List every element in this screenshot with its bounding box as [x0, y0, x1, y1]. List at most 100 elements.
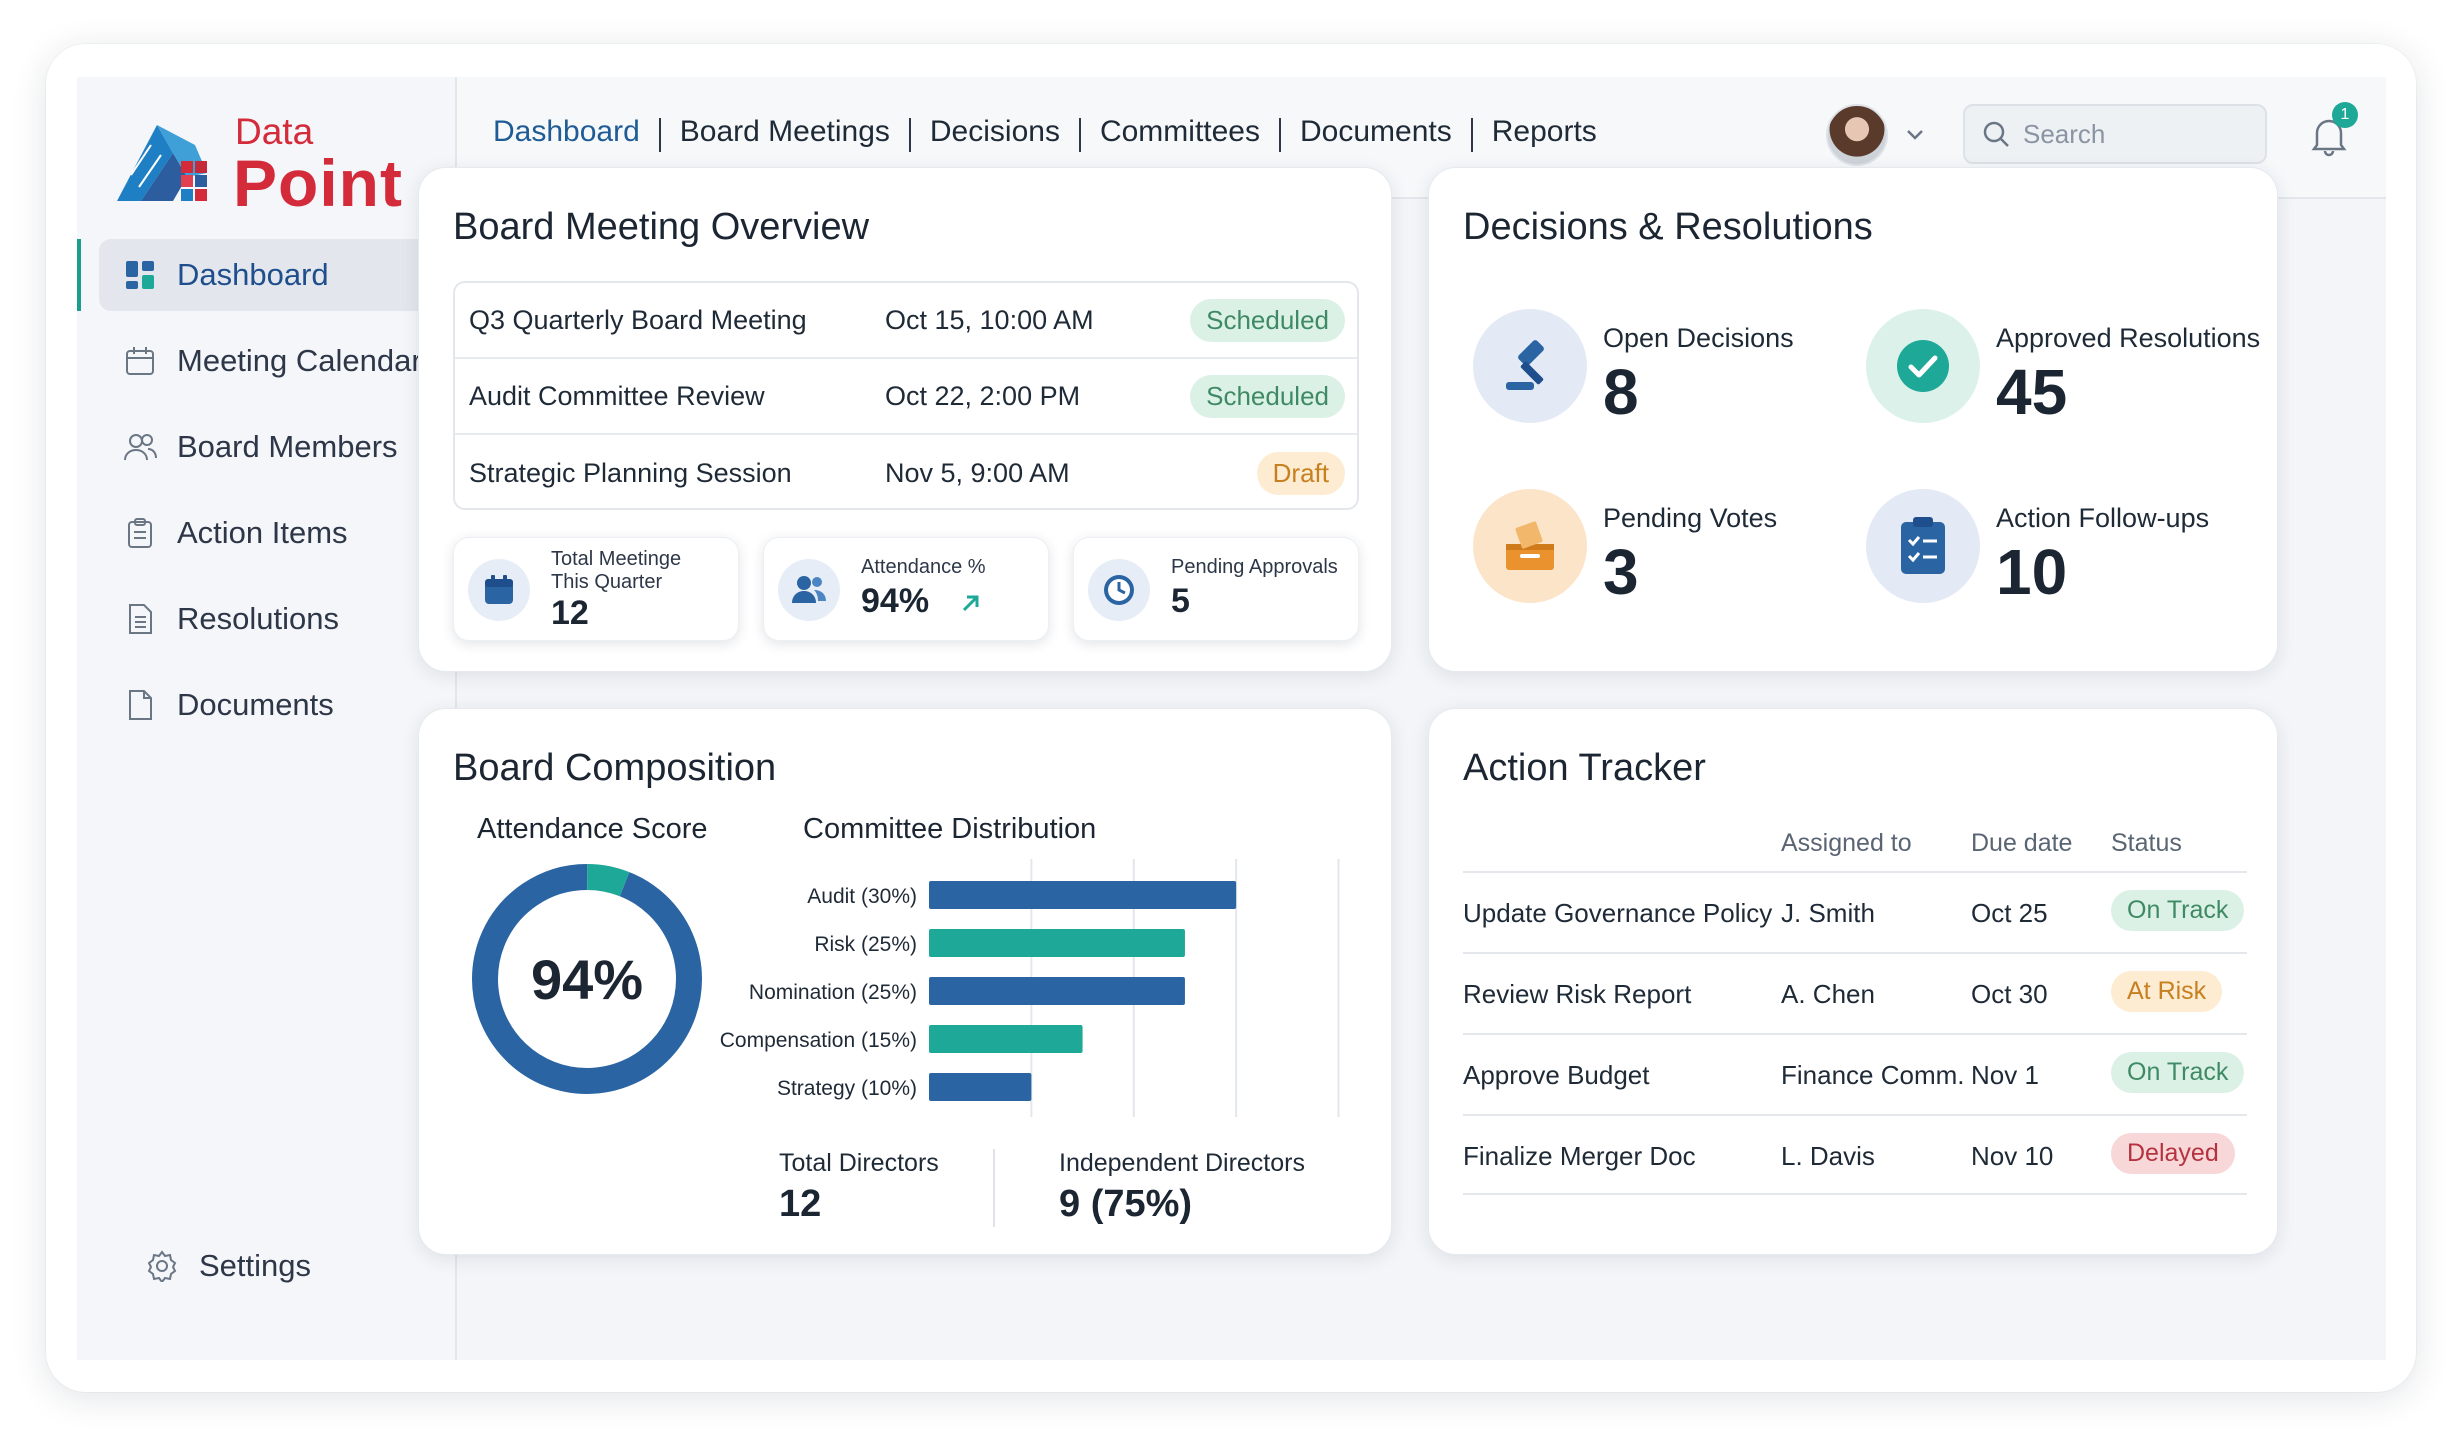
sidebar-item-label: Documents	[177, 687, 334, 722]
stat-value: 9 (75%)	[1059, 1183, 1193, 1225]
task-name: Finalize Merger Doc	[1463, 1141, 1696, 1171]
sidebar-item-label: Action Items	[177, 515, 348, 550]
sidebar-item-label: Meeting Calendar	[177, 343, 422, 378]
kpi-label: Attendance %	[861, 556, 986, 578]
attendance-donut-value: 94%	[530, 948, 644, 1011]
calendar-icon	[468, 559, 530, 621]
kpi-value: 5	[1171, 582, 1190, 620]
search-icon	[1983, 121, 2009, 147]
sidebar-nav: Dashboard Meeting Calendar Board Members…	[77, 239, 455, 755]
assigned-to: Finance Comm.	[1781, 1060, 1965, 1090]
chevron-down-icon[interactable]	[1902, 121, 1928, 147]
board-composition-card: Board Composition Attendance Score Commi…	[418, 708, 1392, 1255]
assigned-to: A. Chen	[1781, 979, 1875, 1009]
sidebar-item-settings[interactable]: Settings	[121, 1230, 455, 1302]
action-tracker-card: Action Tracker Assigned to Due date Stat…	[1428, 708, 2278, 1255]
table-row[interactable]: Strategic Planning Session Nov 5, 9:00 A…	[455, 435, 1357, 508]
column-header: Assigned to	[1781, 829, 1912, 857]
bar	[929, 929, 1185, 957]
due-date: Oct 25	[1971, 898, 2048, 928]
brand-logo[interactable]: Data Point	[111, 101, 411, 220]
table-row[interactable]: Q3 Quarterly Board Meeting Oct 15, 10:00…	[455, 283, 1357, 359]
checklist-clipboard-icon	[1866, 489, 1980, 603]
tab-board-meetings[interactable]: Board Meetings	[679, 115, 890, 148]
assigned-to: J. Smith	[1781, 898, 1875, 928]
sidebar-item-board-members[interactable]: Board Members	[99, 411, 433, 483]
bar	[929, 1073, 1032, 1101]
people-icon	[778, 559, 840, 621]
meeting-name: Audit Committee Review	[469, 380, 765, 411]
stat-label: Total Directors	[779, 1149, 939, 1177]
column-header: Status	[2111, 829, 2182, 857]
tab-separator	[1279, 118, 1281, 152]
stat-label: Approved Resolutions	[1996, 323, 2261, 353]
sidebar-item-meeting-calendar[interactable]: Meeting Calendar	[99, 325, 433, 397]
app-window: Data Point Dashboard Meeting Calendar	[77, 77, 2386, 1360]
status-badge: Scheduled	[1190, 374, 1345, 418]
table-row[interactable]: Review Risk Report A. Chen Oct 30 At Ris…	[1463, 952, 2247, 1033]
status-badge: On Track	[2111, 1052, 2245, 1093]
meeting-name: Strategic Planning Session	[469, 457, 792, 488]
user-avatar[interactable]	[1826, 104, 1888, 166]
tab-separator	[1470, 118, 1473, 152]
tab-decisions[interactable]: Decisions	[929, 115, 1060, 148]
settings-label: Settings	[199, 1248, 312, 1283]
kpi-value: 12	[551, 594, 589, 632]
tab-committees[interactable]: Committees	[1099, 115, 1260, 148]
kpi-attendance[interactable]: Attendance % 94%	[763, 537, 1049, 641]
board-meeting-overview-card: Board Meeting Overview Q3 Quarterly Boar…	[418, 167, 1392, 672]
sidebar-item-dashboard[interactable]: Dashboard	[77, 239, 433, 311]
committee-distribution-title: Committee Distribution	[803, 813, 1097, 845]
search-input[interactable]	[2023, 118, 2253, 150]
task-name: Update Governance Policy	[1463, 898, 1773, 928]
bar-label: Audit (30%)	[807, 885, 917, 908]
sidebar-item-label: Resolutions	[177, 601, 339, 636]
kpi-label: Total Meetinge	[551, 548, 682, 570]
check-circle-icon	[1866, 309, 1980, 423]
sidebar-item-label: Board Members	[177, 429, 398, 464]
table-row[interactable]: Approve Budget Finance Comm. Nov 1 On Tr…	[1463, 1033, 2247, 1114]
sidebar-item-resolutions[interactable]: Resolutions	[99, 583, 433, 655]
bar-label: Nomination (25%)	[749, 981, 917, 1004]
tab-separator	[1078, 118, 1081, 152]
kpi-value: 94%	[861, 582, 930, 620]
bar-label: Compensation (15%)	[720, 1029, 917, 1052]
people-icon	[123, 430, 157, 464]
stat-label: Open Decisions	[1603, 323, 1794, 353]
status-badge: Scheduled	[1190, 298, 1345, 342]
table-row[interactable]: Finalize Merger Doc L. Davis Nov 10 Dela…	[1463, 1114, 2247, 1195]
status-badge: On Track	[2111, 890, 2245, 931]
tab-separator	[658, 118, 661, 152]
search-box[interactable]	[1963, 104, 2267, 164]
bar	[929, 881, 1237, 909]
task-name: Review Risk Report	[1463, 979, 1692, 1009]
tab-dashboard[interactable]: Dashboard	[493, 115, 640, 190]
clock-icon	[1088, 559, 1150, 621]
donut-slice	[472, 863, 702, 1094]
sidebar-item-action-items[interactable]: Action Items	[99, 497, 433, 569]
stat-value: 3	[1603, 536, 1639, 608]
due-date: Oct 30	[1971, 979, 2048, 1009]
card-title: Decisions & Resolutions	[1463, 206, 1873, 248]
kpi-pending-approvals[interactable]: Pending Approvals 5	[1073, 537, 1359, 641]
meeting-date: Oct 22, 2:00 PM	[885, 380, 1081, 411]
table-row[interactable]: Update Governance Policy J. Smith Oct 25…	[1463, 871, 2247, 952]
due-date: Nov 1	[1971, 1060, 2039, 1090]
meeting-date: Oct 15, 10:00 AM	[885, 304, 1094, 335]
kpi-total-meetings[interactable]: Total Meetinge This Quarter 12	[453, 537, 739, 641]
stat-label: Pending Votes	[1603, 503, 1778, 533]
committee-bar-chart: Audit (30%) Risk (25%) Nomination (25%) Com…	[720, 859, 1340, 1117]
sidebar-item-documents[interactable]: Documents	[99, 669, 433, 741]
gear-icon	[145, 1249, 179, 1283]
card-title: Action Tracker	[1463, 747, 1706, 789]
bar	[929, 1025, 1083, 1053]
kpi-label: This Quarter	[551, 571, 663, 593]
attendance-donut-chart	[472, 863, 702, 1094]
table-row[interactable]: Audit Committee Review Oct 22, 2:00 PM S…	[455, 359, 1357, 435]
tab-documents[interactable]: Documents	[1300, 115, 1452, 148]
sidebar-item-label: Dashboard	[177, 257, 329, 292]
meeting-name: Q3 Quarterly Board Meeting	[469, 304, 807, 335]
notification-badge: 1	[2332, 102, 2358, 128]
status-badge: Delayed	[2111, 1133, 2235, 1174]
tab-reports[interactable]: Reports	[1491, 115, 1597, 148]
